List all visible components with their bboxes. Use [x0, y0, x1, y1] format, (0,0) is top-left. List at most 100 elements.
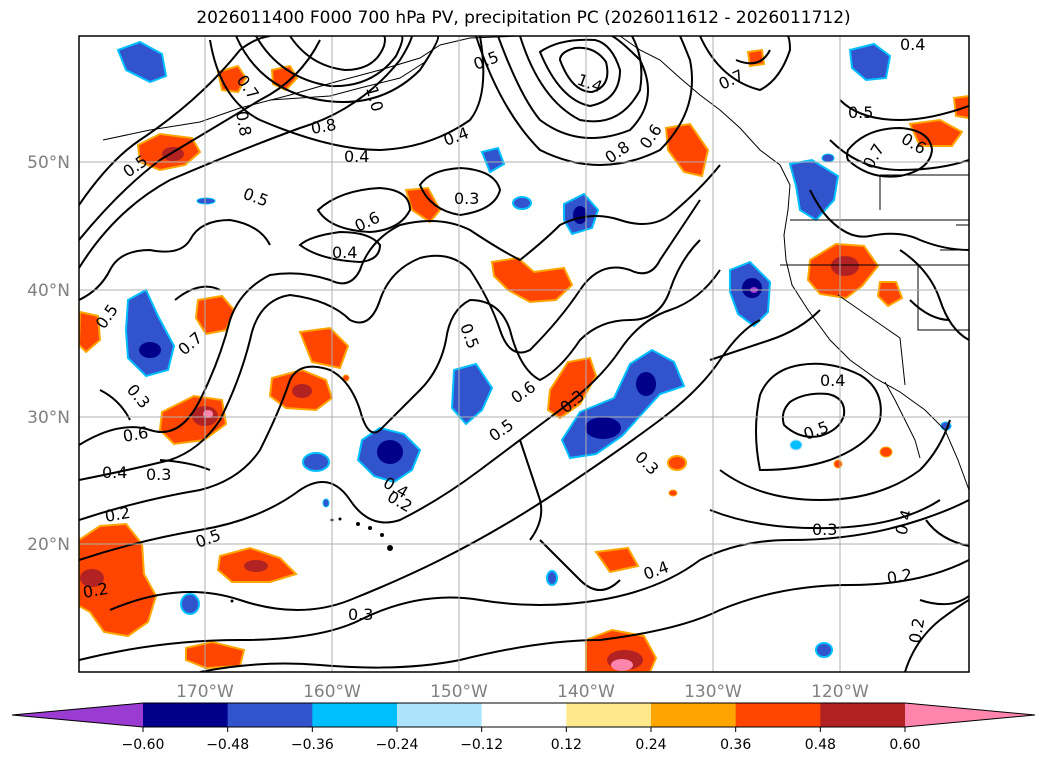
longitude-labels: 170°W 160°W 150°W 140°W 130°W 120°W: [176, 682, 869, 702]
precip-blob: [879, 446, 893, 458]
map-frame: [78, 35, 970, 673]
precip-blob-core: [244, 560, 268, 572]
precip-blob: [480, 146, 506, 174]
precip-blob: [298, 326, 350, 370]
precip-blob: [322, 498, 330, 508]
colorbar-tick-label: 0.60: [889, 737, 920, 753]
colorbar-tick-label: −0.36: [291, 737, 334, 753]
colorbar-tick-label: 0.24: [635, 737, 666, 753]
contour-label: 0.2: [103, 503, 131, 526]
precip-blob: [821, 153, 835, 163]
colorbar-extend-min: [12, 703, 143, 727]
colorbar-segments: [143, 703, 906, 727]
precip-blob-core: [80, 569, 104, 587]
colorbar-segment: [143, 703, 229, 727]
contour-label: 0.3: [812, 520, 837, 539]
pv-contours: [79, 36, 969, 672]
contour-label: 0.6: [121, 423, 149, 446]
graticule: [79, 36, 969, 672]
colorbar-segment: [481, 703, 567, 727]
precip-blob: [124, 288, 176, 378]
contour-label: 0.4: [900, 35, 925, 54]
contour-label: 0.2: [81, 579, 109, 602]
colorbar-segment: [397, 703, 483, 727]
coastlines: [102, 36, 969, 491]
colorbar-tick-label: 0.12: [551, 737, 582, 753]
precip-blob: [546, 570, 558, 586]
contour-label: 0.8: [309, 115, 337, 138]
precip-blob-core: [831, 256, 859, 276]
colorbar-tick-label: −0.12: [460, 737, 503, 753]
map-title: 2026011400 F000 700 hPa PV, precipitatio…: [196, 8, 851, 28]
colorbar-tick-label: −0.60: [122, 737, 165, 753]
lat-label: 20°N: [27, 535, 70, 555]
precip-negative-regions: [116, 40, 952, 658]
precip-blob: [789, 439, 803, 451]
precip-blob-core: [292, 384, 312, 398]
colorbar-tick-label: −0.48: [206, 737, 249, 753]
colorbar: −0.60 −0.48 −0.36 −0.24 −0.12 0.12 0.24 0.36 0.4…: [11, 702, 1036, 753]
colorbar-segment: [651, 703, 737, 727]
contour-label: 0.3: [348, 605, 373, 624]
lon-label: 140°W: [557, 682, 615, 702]
precip-blob: [908, 118, 964, 147]
contour-label: 0.8: [232, 109, 255, 137]
contour-label: 0.4: [344, 147, 369, 166]
precip-blob: [664, 122, 710, 178]
contour-label: 0.3: [146, 465, 171, 484]
precip-blob-peak: [611, 659, 633, 671]
lon-label: 150°W: [430, 682, 488, 702]
precip-blob-core: [377, 440, 403, 464]
precip-blob: [667, 455, 687, 471]
contour-label: 0.3: [454, 189, 479, 208]
colorbar-tick-label: −0.24: [376, 737, 419, 753]
precip-blob: [788, 158, 840, 222]
lon-label: 170°W: [176, 682, 234, 702]
precip-blob: [848, 42, 892, 82]
contour-label: 0.5: [848, 103, 873, 122]
lon-label: 130°W: [684, 682, 742, 702]
contour-label: 0.2: [905, 616, 928, 644]
latitude-labels: 50°N 40°N 30°N 20°N: [27, 153, 70, 555]
precip-blob: [196, 197, 216, 205]
lat-label: 30°N: [27, 408, 70, 428]
lat-label: 40°N: [27, 281, 70, 301]
precip-blob-core: [573, 206, 587, 224]
precip-blob: [79, 522, 158, 638]
precip-blob: [404, 186, 442, 224]
precip-blob: [490, 256, 574, 304]
precip-blob: [546, 356, 598, 420]
precip-blob-core: [585, 417, 621, 439]
colorbar-tick-label: 0.48: [805, 737, 836, 753]
lon-label: 160°W: [303, 682, 361, 702]
colorbar-tick-label: 0.36: [720, 737, 751, 753]
precip-blob: [116, 40, 168, 84]
colorbar-extend-max: [905, 703, 1035, 727]
colorbar-segment: [820, 703, 906, 727]
precip-blob: [833, 459, 843, 469]
colorbar-ticks: −0.60 −0.48 −0.36 −0.24 −0.12 0.12 0.24 0.36 0.4…: [122, 727, 921, 753]
precip-blob: [180, 593, 200, 615]
contour-label: 0.2: [885, 565, 913, 588]
contour-label: 0.4: [332, 243, 357, 262]
precip-blob: [815, 642, 833, 658]
precip-blob: [342, 374, 350, 382]
precip-blob: [668, 489, 678, 497]
precip-blob: [512, 196, 532, 210]
precip-blob-core: [636, 372, 656, 396]
map-plot-area: 0.7 1.0 0.8 0.8 0.4 0.4 0.5 0.3 0.6 0.4 …: [27, 35, 970, 702]
precip-blob: [302, 452, 330, 472]
precip-blob: [594, 546, 640, 574]
lon-label: 120°W: [811, 682, 869, 702]
colorbar-segment: [566, 703, 652, 727]
contour-label: 0.4: [820, 371, 845, 390]
precip-blob-core: [162, 147, 184, 161]
colorbar-segment: [227, 703, 313, 727]
precip-blob: [450, 362, 494, 426]
colorbar-segment: [312, 703, 398, 727]
colorbar-segment: [735, 703, 821, 727]
precip-blob: [876, 281, 904, 308]
contour-label: 0.4: [102, 463, 127, 482]
lat-label: 50°N: [27, 153, 70, 173]
